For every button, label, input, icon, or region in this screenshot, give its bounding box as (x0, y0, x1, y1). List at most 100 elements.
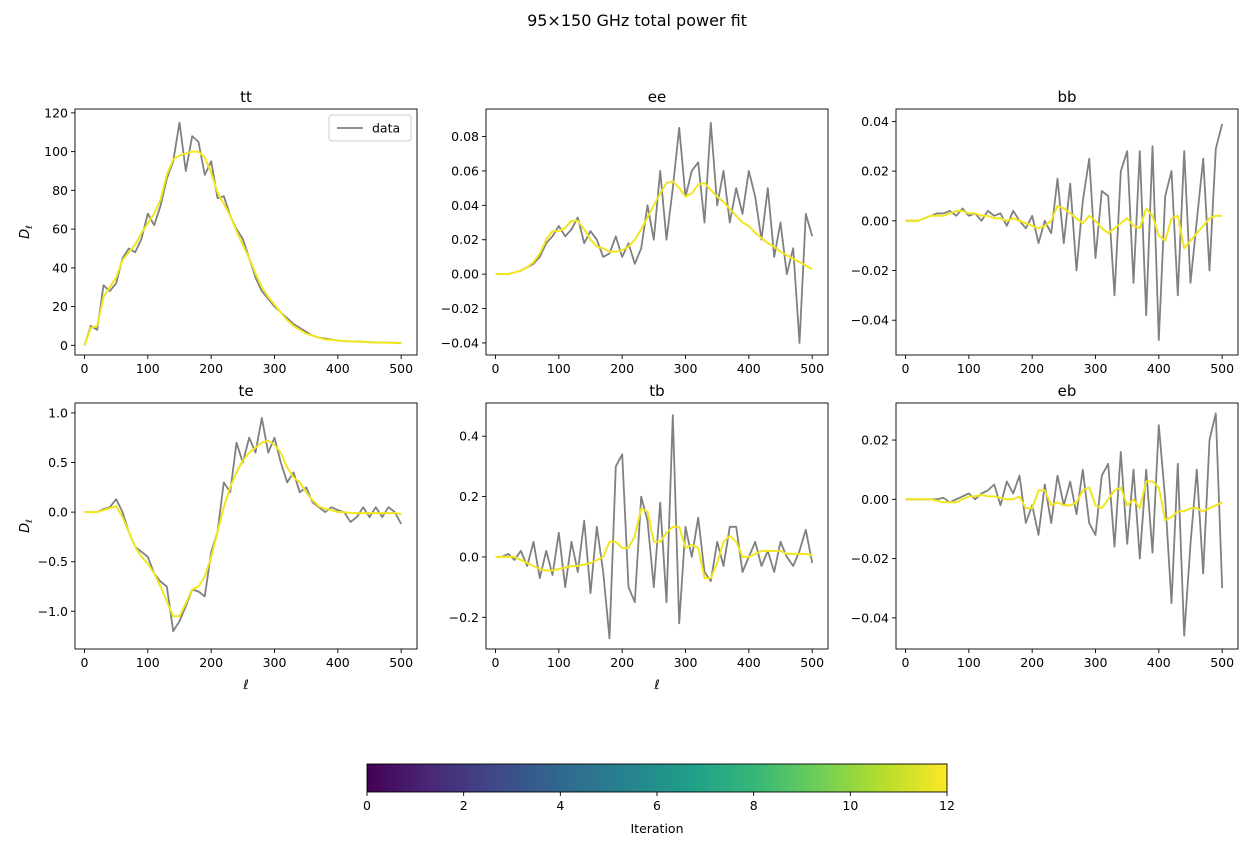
colorbar: 0 2 4 6 8 10 12 Iteration (363, 763, 955, 836)
x-tick-label: 400 (326, 361, 350, 376)
y-tick-label: 0.4 (459, 429, 479, 444)
data-series-line (905, 412, 1224, 637)
x-tick-label: 200 (1020, 361, 1044, 376)
colorbar-tick-label: 4 (556, 798, 564, 813)
x-tick-label: 200 (610, 655, 634, 670)
x-tick-label: 0 (492, 361, 500, 376)
x-tick-label: 500 (389, 361, 413, 376)
x-tick-label: 300 (263, 361, 287, 376)
axes-frame (485, 108, 829, 356)
x-tick-label: 500 (800, 655, 824, 670)
axes-frame (485, 402, 829, 650)
x-tick-label: 200 (199, 361, 223, 376)
legend-box (328, 114, 412, 142)
y-tick-label: 120 (44, 105, 68, 120)
x-tick-label: 100 (136, 361, 160, 376)
y-tick-label: 0.04 (861, 114, 889, 129)
x-tick-label: 100 (547, 655, 571, 670)
y-tick-label: 0.2 (459, 489, 479, 504)
fit-series-line (905, 480, 1223, 522)
x-tick-label: 100 (136, 655, 160, 670)
y-tick-label: −0.04 (851, 610, 889, 625)
y-tick-label: 40 (52, 260, 68, 275)
colorbar-tick-label: 8 (750, 798, 758, 813)
x-tick-label: 0 (492, 655, 500, 670)
y-tick-label: 0.02 (451, 232, 479, 247)
x-tick-label: 300 (674, 361, 698, 376)
y-tick-label: −0.2 (449, 610, 479, 625)
fit-series-line (83, 150, 402, 346)
fit-series-line (495, 507, 813, 580)
x-tick-label: 300 (674, 655, 698, 670)
x-tick-label: 200 (199, 655, 223, 670)
subplot-eb: 0 100 200 300 400 500 −0.04 −0.02 0.00 0.02 eb (851, 382, 1239, 670)
colorbar-tick-label: 2 (460, 798, 468, 813)
y-tick-label: −0.02 (851, 551, 889, 566)
y-tick-label: 0.00 (861, 213, 889, 228)
x-tick-label: 300 (1084, 655, 1108, 670)
y-tick-label: −0.02 (851, 263, 889, 278)
subplot-bb: 0 100 200 300 400 500 −0.04 −0.02 0.00 0.02 0.04 bb (851, 88, 1239, 376)
subplot-title: eb (1058, 382, 1077, 400)
colorbar-tick-label: 6 (653, 798, 661, 813)
x-tick-label: 300 (263, 655, 287, 670)
subplot-tb: 0 100 200 300 400 500 −0.2 0.0 0.2 0.4 tb ℓ (449, 382, 829, 693)
colorbar-tick-label: 10 (842, 798, 858, 813)
y-axis-label: Dℓ (18, 225, 35, 239)
y-tick-label: −1.0 (38, 604, 68, 619)
x-tick-label: 300 (1084, 361, 1108, 376)
x-axis-label: ℓ (653, 678, 659, 693)
data-series-line (495, 414, 814, 640)
fit-series-line (84, 439, 402, 618)
axes-frame (895, 108, 1239, 356)
subplot-grid: 0 100 200 300 400 500020406080100120ttDℓdata0… (18, 88, 1239, 693)
colorbar-bar (366, 763, 948, 793)
x-tick-label: 100 (957, 655, 981, 670)
subplot-title: tt (240, 88, 252, 106)
x-axis-label: ℓ (242, 678, 248, 693)
x-tick-label: 500 (1210, 361, 1234, 376)
y-tick-label: −0.04 (851, 313, 889, 328)
y-tick-label: 0.00 (861, 492, 889, 507)
y-tick-label: −0.04 (441, 335, 479, 350)
colorbar-tick-label: 0 (363, 798, 371, 813)
x-tick-label: 400 (1147, 655, 1171, 670)
y-tick-label: 1.0 (48, 405, 68, 420)
x-tick-label: 0 (81, 655, 89, 670)
x-tick-label: 500 (1210, 655, 1234, 670)
x-tick-label: 200 (610, 361, 634, 376)
y-tick-label: −0.02 (441, 301, 479, 316)
fit-series-line (495, 180, 813, 276)
axes-frame (895, 402, 1239, 650)
x-tick-label: 400 (326, 655, 350, 670)
y-tick-label: 0.0 (459, 549, 479, 564)
x-tick-label: 400 (1147, 361, 1171, 376)
colorbar-label: Iteration (630, 821, 683, 836)
y-tick-label: 60 (52, 222, 68, 237)
y-axis-label: Dℓ (18, 519, 35, 533)
data-series-line (905, 123, 1224, 341)
subplot-title: te (238, 382, 253, 400)
x-tick-label: 100 (547, 361, 571, 376)
subplot-title: ee (648, 88, 666, 106)
fit-series-line (905, 204, 1223, 250)
subplot-te: 0 100 200 300 400 500 −1.0 −0.5 0.0 0.5 1.0 te Dℓ ℓ (18, 382, 418, 693)
y-tick-label: 100 (44, 144, 68, 159)
axes-frame (74, 402, 418, 650)
x-tick-label: 400 (737, 361, 761, 376)
y-tick-label: 0.02 (861, 164, 889, 179)
subplot-tt: 0 100 200 300 400 500 0 20 40 60 80 100 120 tt Dℓ data (18, 88, 418, 376)
data-series-line (83, 121, 402, 346)
y-tick-label: 0.04 (451, 198, 479, 213)
x-tick-label: 100 (957, 361, 981, 376)
figure-title: 95×150 GHz total power fit (527, 11, 747, 30)
y-tick-label: 0.06 (451, 163, 479, 178)
x-tick-label: 400 (737, 655, 761, 670)
legend-label: data (372, 121, 400, 136)
subplot-title: tb (649, 382, 664, 400)
axes-frame (74, 108, 418, 356)
subplot-title: bb (1057, 88, 1076, 106)
legend: data (328, 114, 412, 142)
y-tick-label: 20 (52, 299, 68, 314)
